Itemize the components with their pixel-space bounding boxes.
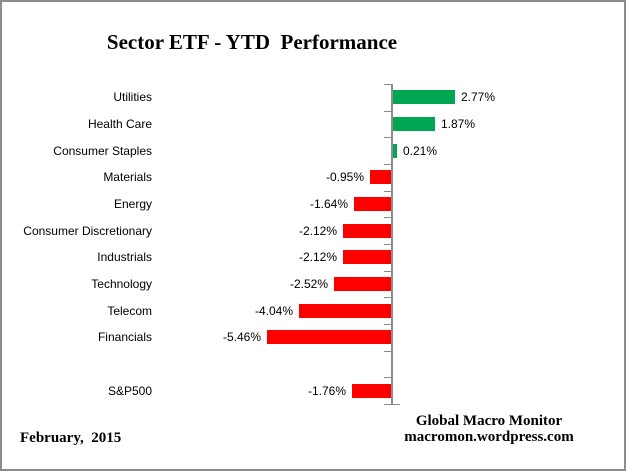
category-label: Energy (113, 197, 152, 211)
value-label: -5.46% (222, 330, 261, 345)
category-label: Technology (91, 277, 152, 291)
negative-bar (343, 223, 392, 238)
axis-tick (384, 404, 391, 405)
negative-bar (267, 330, 392, 345)
axis-tick (384, 84, 391, 85)
credit-name: Global Macro Monitor (415, 413, 563, 429)
negative-bar (352, 383, 392, 398)
category-label: Materials (103, 170, 152, 185)
category-axis-line (391, 84, 393, 405)
negative-bar (370, 170, 392, 185)
negative-bar (343, 250, 392, 265)
value-label: 1.87% (441, 117, 476, 131)
value-label: -0.95% (325, 170, 364, 185)
value-label: 2.77% (461, 90, 496, 105)
axis-tick (384, 377, 391, 378)
value-label: -1.76% (307, 383, 346, 398)
category-label: Telecom (107, 303, 152, 318)
category-label: Industrials (97, 250, 152, 265)
positive-bar (392, 143, 397, 158)
footer-date: February, 2015 (20, 430, 122, 446)
positive-bar (392, 117, 435, 131)
credit-block: Global Macro Monitor macromon.wordpress.… (400, 413, 578, 445)
value-label: -2.12% (298, 223, 337, 238)
negative-bar (354, 197, 392, 211)
axis-tick (384, 191, 391, 192)
axis-tick (384, 324, 391, 325)
value-label: -1.64% (309, 197, 348, 211)
negative-bar (334, 277, 392, 291)
positive-bar (392, 90, 455, 105)
category-label: Consumer Discretionary (23, 223, 152, 238)
category-label: Health Care (87, 117, 152, 131)
credit-url: macromon.wordpress.com (404, 429, 574, 445)
axis-tick (384, 164, 391, 165)
value-label: -2.52% (289, 277, 328, 291)
axis-tick (384, 297, 391, 298)
axis-tick (384, 351, 391, 352)
chart-title: Sector ETF - YTD Performance (106, 30, 398, 54)
category-label: Consumer Staples (53, 143, 152, 158)
axis-tick (384, 137, 391, 138)
axis-tick (384, 111, 391, 112)
category-label: S&P500 (107, 383, 152, 398)
axis-tick (384, 271, 391, 272)
value-label: 0.21% (403, 143, 438, 158)
category-label: Financials (97, 330, 152, 345)
value-label: -4.04% (254, 303, 293, 318)
value-label: -2.12% (298, 250, 337, 265)
axis-tick (384, 217, 391, 218)
axis-tick (384, 244, 391, 245)
category-label: Utilities (113, 90, 152, 105)
axis-bottom-stub (393, 404, 400, 405)
negative-bar (299, 303, 392, 318)
